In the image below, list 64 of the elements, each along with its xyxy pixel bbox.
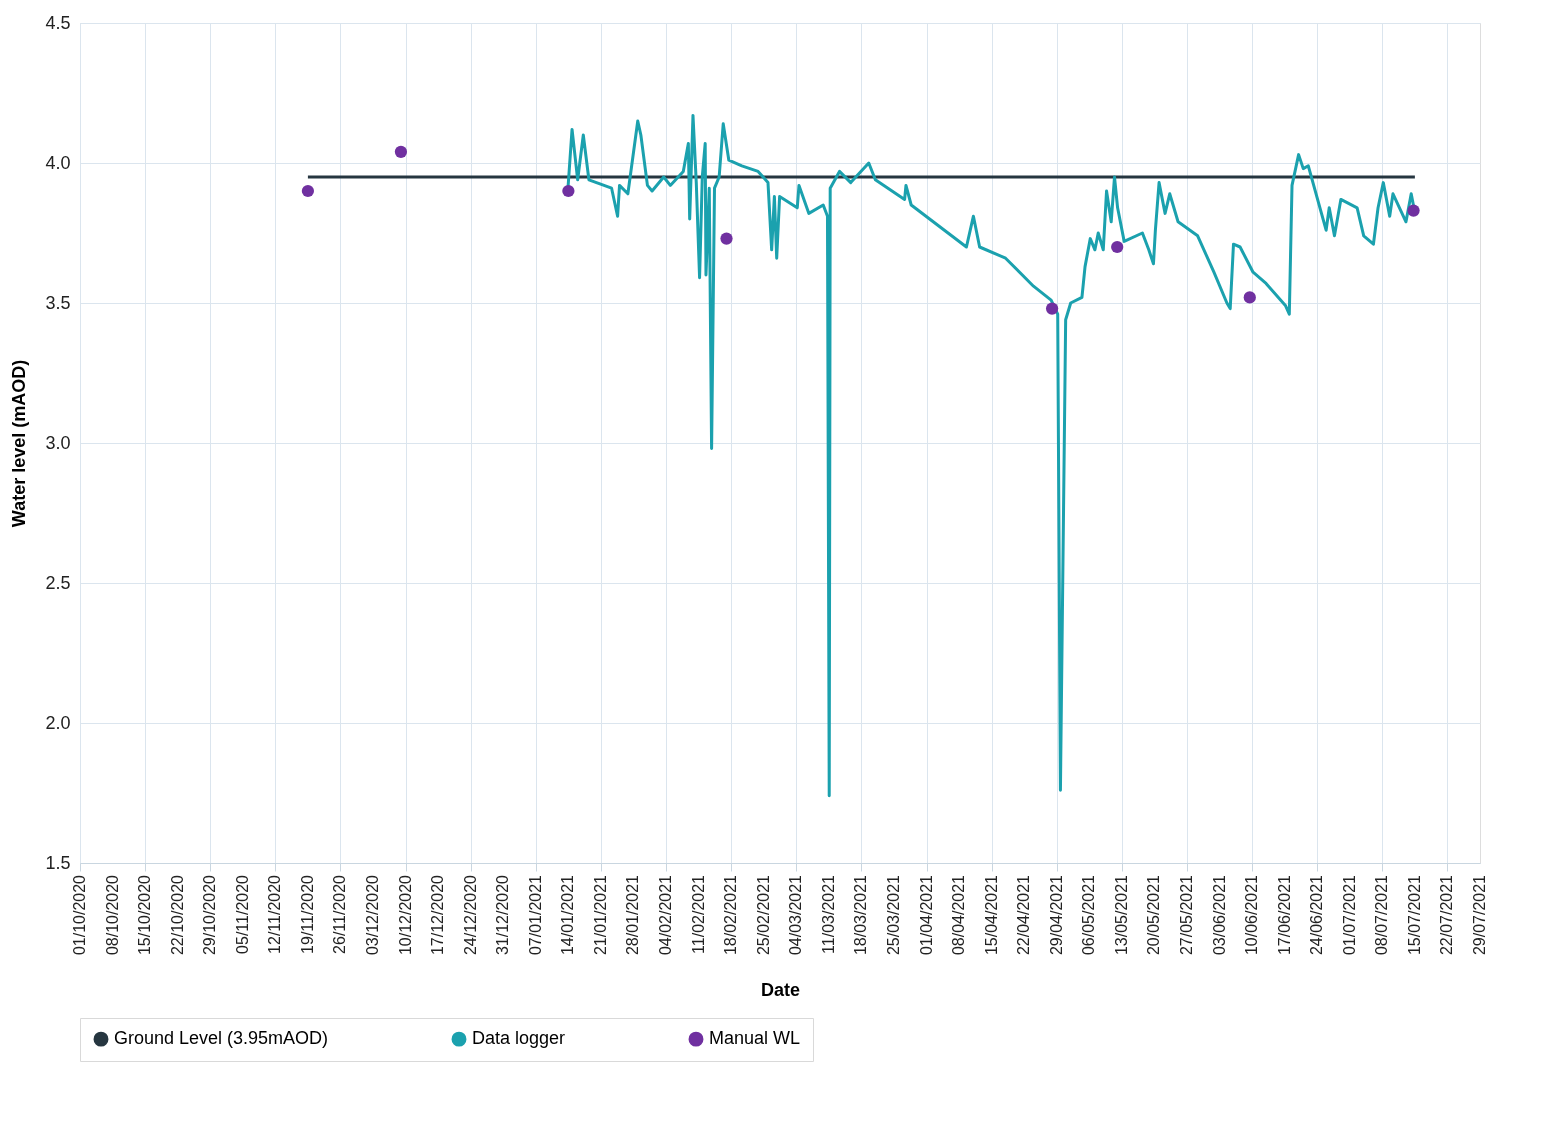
y-tick-label: 1.5: [45, 852, 71, 873]
x-tick-label: 31/12/2020: [494, 874, 512, 956]
legend-label: Data logger: [472, 1028, 566, 1049]
x-tick-label: 29/10/2020: [201, 874, 219, 956]
x-tick-label: 10/06/2021: [1243, 874, 1261, 956]
x-tick-label: 25/02/2021: [754, 874, 772, 956]
x-tick-label: 22/10/2020: [168, 874, 186, 956]
point: [562, 184, 575, 198]
legend-label: Ground Level (3.95mAOD): [114, 1028, 329, 1049]
point: [394, 145, 408, 158]
point: [1243, 291, 1256, 304]
point: [720, 232, 733, 245]
x-tick-label: 15/04/2021: [982, 874, 1000, 956]
x-tick-label: 08/04/2021: [950, 874, 968, 956]
y-tick-label: 2.5: [45, 572, 71, 593]
x-tick-label: 13/05/2021: [1112, 874, 1130, 956]
x-tick-label: 06/05/2021: [1080, 874, 1098, 956]
x-tick-label: 03/12/2020: [364, 874, 382, 956]
x-tick-label: 24/12/2020: [461, 874, 479, 956]
legend-label: Manual WL: [709, 1028, 801, 1049]
x-tick-label: 03/06/2021: [1210, 874, 1228, 956]
x-tick-label: 17/12/2020: [429, 874, 447, 956]
point: [1045, 302, 1059, 315]
x-tick-label: 08/07/2021: [1373, 874, 1391, 956]
y-tick-label: 2.0: [45, 712, 71, 733]
x-tick-label: 19/11/2020: [298, 874, 316, 954]
y-axis-title: Water level (mAOD): [9, 359, 30, 528]
x-tick-label: 11/02/2021: [689, 874, 707, 954]
x-tick-label: 14/01/2021: [559, 874, 577, 956]
x-tick-label: 25/03/2021: [884, 874, 902, 956]
x-tick-label: 04/03/2021: [787, 874, 805, 956]
y-tick-label: 3.0: [45, 432, 71, 453]
point: [1111, 240, 1124, 254]
x-tick-label: 27/05/2021: [1177, 874, 1195, 956]
x-axis-title: Date: [760, 980, 801, 1000]
x-tick-label: 10/12/2020: [396, 874, 414, 956]
x-tick-label: 20/05/2021: [1145, 874, 1163, 956]
x-tick-label: 18/02/2021: [722, 874, 740, 956]
x-tick-label: 08/10/2020: [103, 874, 121, 956]
x-tick-label: 22/04/2021: [1015, 874, 1033, 956]
x-tick-label: 29/07/2021: [1471, 874, 1488, 956]
y-tick-label: 4.5: [45, 12, 71, 33]
y-tick-label: 4.0: [45, 152, 71, 173]
x-tick-label: 28/01/2021: [624, 874, 642, 956]
x-tick-label: 05/11/2020: [233, 874, 251, 954]
point: [301, 184, 315, 198]
y-tick-label: 3.5: [45, 292, 71, 313]
x-tick-label: 18/03/2021: [852, 874, 870, 956]
x-tick-label: 01/07/2021: [1340, 874, 1358, 956]
x-tick-label: 01/04/2021: [917, 874, 935, 956]
x-tick-label: 21/01/2021: [591, 874, 609, 956]
x-tick-label: 04/02/2021: [657, 874, 675, 956]
x-tick-label: 26/11/2020: [331, 874, 349, 954]
x-tick-label: 07/01/2021: [526, 874, 544, 956]
x-tick-label: 12/11/2020: [266, 874, 284, 954]
x-tick-label: 22/07/2021: [1438, 874, 1456, 956]
x-tick-label: 01/10/2020: [71, 874, 88, 956]
point: [1407, 204, 1420, 217]
x-tick-label: 15/07/2021: [1405, 874, 1423, 956]
x-tick-label: 24/06/2021: [1308, 874, 1326, 956]
x-tick-label: 11/03/2021: [819, 874, 837, 954]
x-tick-label: 15/10/2020: [136, 874, 154, 956]
x-tick-label: 17/06/2021: [1275, 874, 1293, 956]
x-tick-label: 29/04/2021: [1047, 874, 1065, 956]
